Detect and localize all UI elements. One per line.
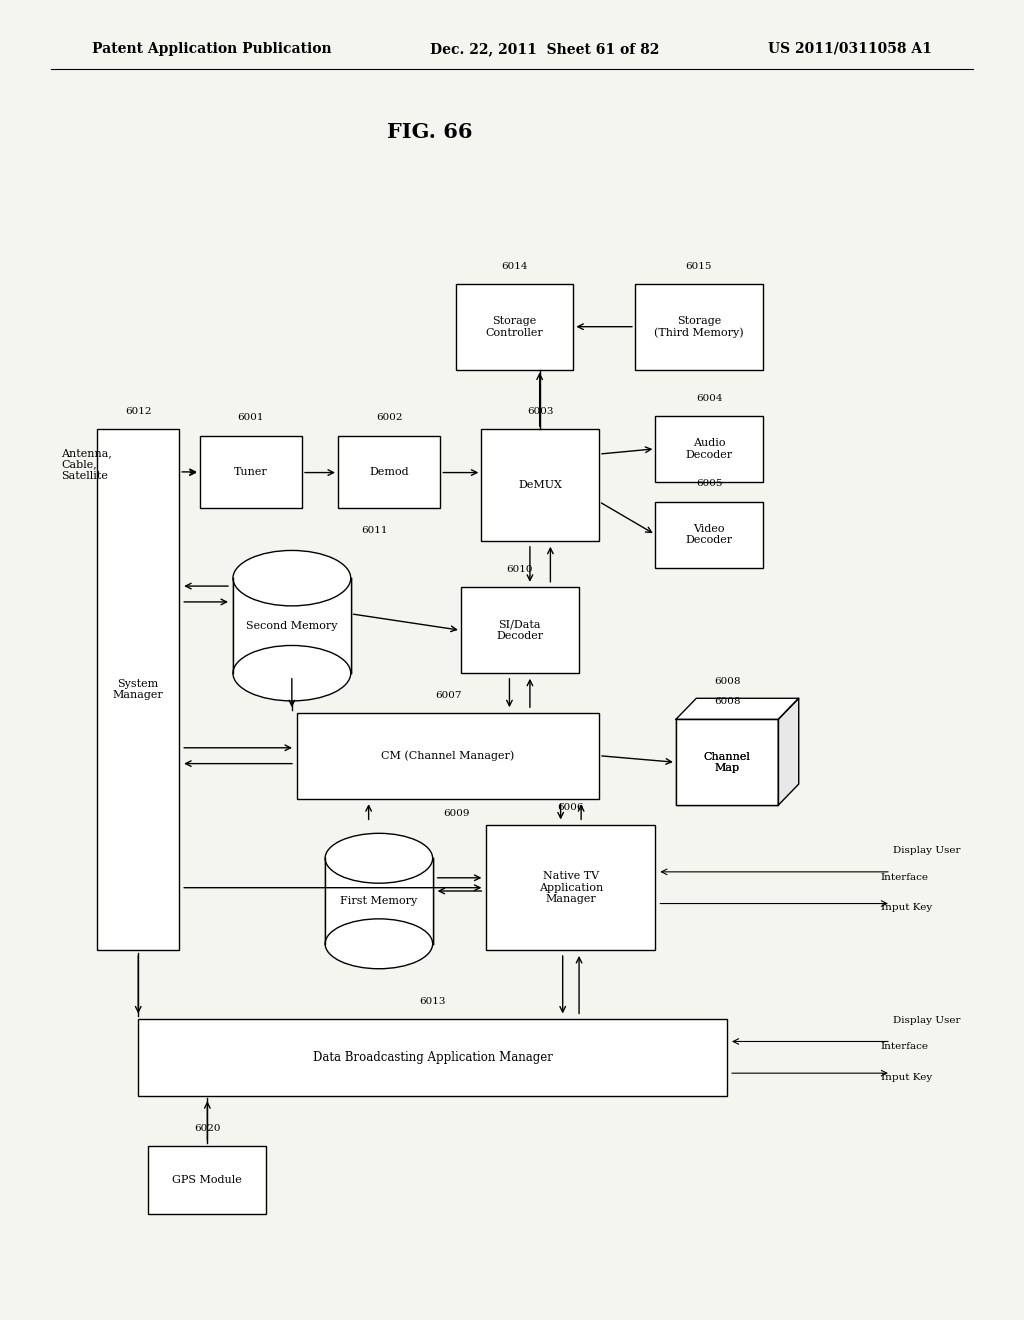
Text: 6008: 6008: [714, 677, 740, 686]
Text: 6009: 6009: [442, 809, 469, 818]
Text: Antenna,
Cable,
Satellite: Antenna, Cable, Satellite: [61, 447, 113, 482]
FancyBboxPatch shape: [297, 713, 599, 799]
Text: 6004: 6004: [696, 393, 722, 403]
FancyBboxPatch shape: [200, 436, 302, 508]
Text: 6013: 6013: [420, 997, 445, 1006]
Text: 6010: 6010: [507, 565, 532, 574]
Text: Tuner: Tuner: [234, 467, 267, 477]
Text: Display User: Display User: [893, 1016, 961, 1024]
Polygon shape: [676, 698, 799, 719]
Ellipse shape: [326, 833, 432, 883]
Text: Input Key: Input Key: [881, 1073, 932, 1081]
Text: 6002: 6002: [376, 413, 402, 422]
Text: Data Broadcasting Application Manager: Data Broadcasting Application Manager: [312, 1051, 553, 1064]
Text: 6014: 6014: [502, 261, 527, 271]
Text: 6015: 6015: [686, 261, 712, 271]
Text: Patent Application Publication: Patent Application Publication: [92, 42, 332, 55]
Text: 6011: 6011: [360, 525, 387, 535]
Text: SI/Data
Decoder: SI/Data Decoder: [496, 619, 544, 642]
Text: Channel
Map: Channel Map: [703, 751, 751, 774]
FancyBboxPatch shape: [326, 858, 432, 944]
Text: Interface: Interface: [881, 873, 929, 882]
FancyBboxPatch shape: [456, 284, 573, 370]
Text: 6007: 6007: [435, 690, 461, 700]
Text: 6006: 6006: [558, 803, 584, 812]
FancyBboxPatch shape: [338, 436, 440, 508]
Text: Interface: Interface: [881, 1043, 929, 1051]
Text: Channel
Map: Channel Map: [703, 751, 751, 774]
FancyBboxPatch shape: [676, 719, 778, 805]
FancyBboxPatch shape: [138, 1019, 727, 1096]
Text: 6003: 6003: [527, 407, 553, 416]
Text: Second Memory: Second Memory: [246, 620, 338, 631]
Text: System
Manager: System Manager: [113, 678, 164, 701]
Text: Storage
Controller: Storage Controller: [485, 315, 544, 338]
Text: Dec. 22, 2011  Sheet 61 of 82: Dec. 22, 2011 Sheet 61 of 82: [430, 42, 659, 55]
Text: GPS Module: GPS Module: [172, 1175, 243, 1185]
FancyBboxPatch shape: [635, 284, 763, 370]
Polygon shape: [778, 698, 799, 805]
FancyBboxPatch shape: [148, 1146, 266, 1214]
Ellipse shape: [232, 550, 350, 606]
FancyBboxPatch shape: [481, 429, 599, 541]
Text: Demod: Demod: [370, 467, 409, 477]
FancyBboxPatch shape: [461, 587, 579, 673]
Text: Display User: Display User: [893, 846, 961, 855]
FancyBboxPatch shape: [655, 502, 763, 568]
Text: First Memory: First Memory: [340, 896, 418, 906]
Text: 6001: 6001: [238, 413, 264, 422]
Text: US 2011/0311058 A1: US 2011/0311058 A1: [768, 42, 932, 55]
Ellipse shape: [326, 919, 432, 969]
Text: Audio
Decoder: Audio Decoder: [685, 438, 733, 459]
Text: 6008: 6008: [714, 697, 740, 706]
Text: Input Key: Input Key: [881, 903, 932, 912]
Text: Video
Decoder: Video Decoder: [685, 524, 733, 545]
Ellipse shape: [232, 645, 350, 701]
Text: 6020: 6020: [195, 1123, 220, 1133]
Text: 6012: 6012: [125, 407, 152, 416]
FancyBboxPatch shape: [486, 825, 655, 950]
FancyBboxPatch shape: [676, 719, 778, 805]
Text: Storage
(Third Memory): Storage (Third Memory): [654, 315, 743, 338]
Text: CM (Channel Manager): CM (Channel Manager): [381, 750, 515, 762]
Text: DeMUX: DeMUX: [518, 480, 562, 490]
FancyBboxPatch shape: [97, 429, 179, 950]
Text: 6005: 6005: [696, 479, 722, 488]
FancyBboxPatch shape: [655, 416, 763, 482]
Text: FIG. 66: FIG. 66: [387, 121, 473, 143]
Text: Native TV
Application
Manager: Native TV Application Manager: [539, 871, 603, 904]
FancyBboxPatch shape: [232, 578, 350, 673]
